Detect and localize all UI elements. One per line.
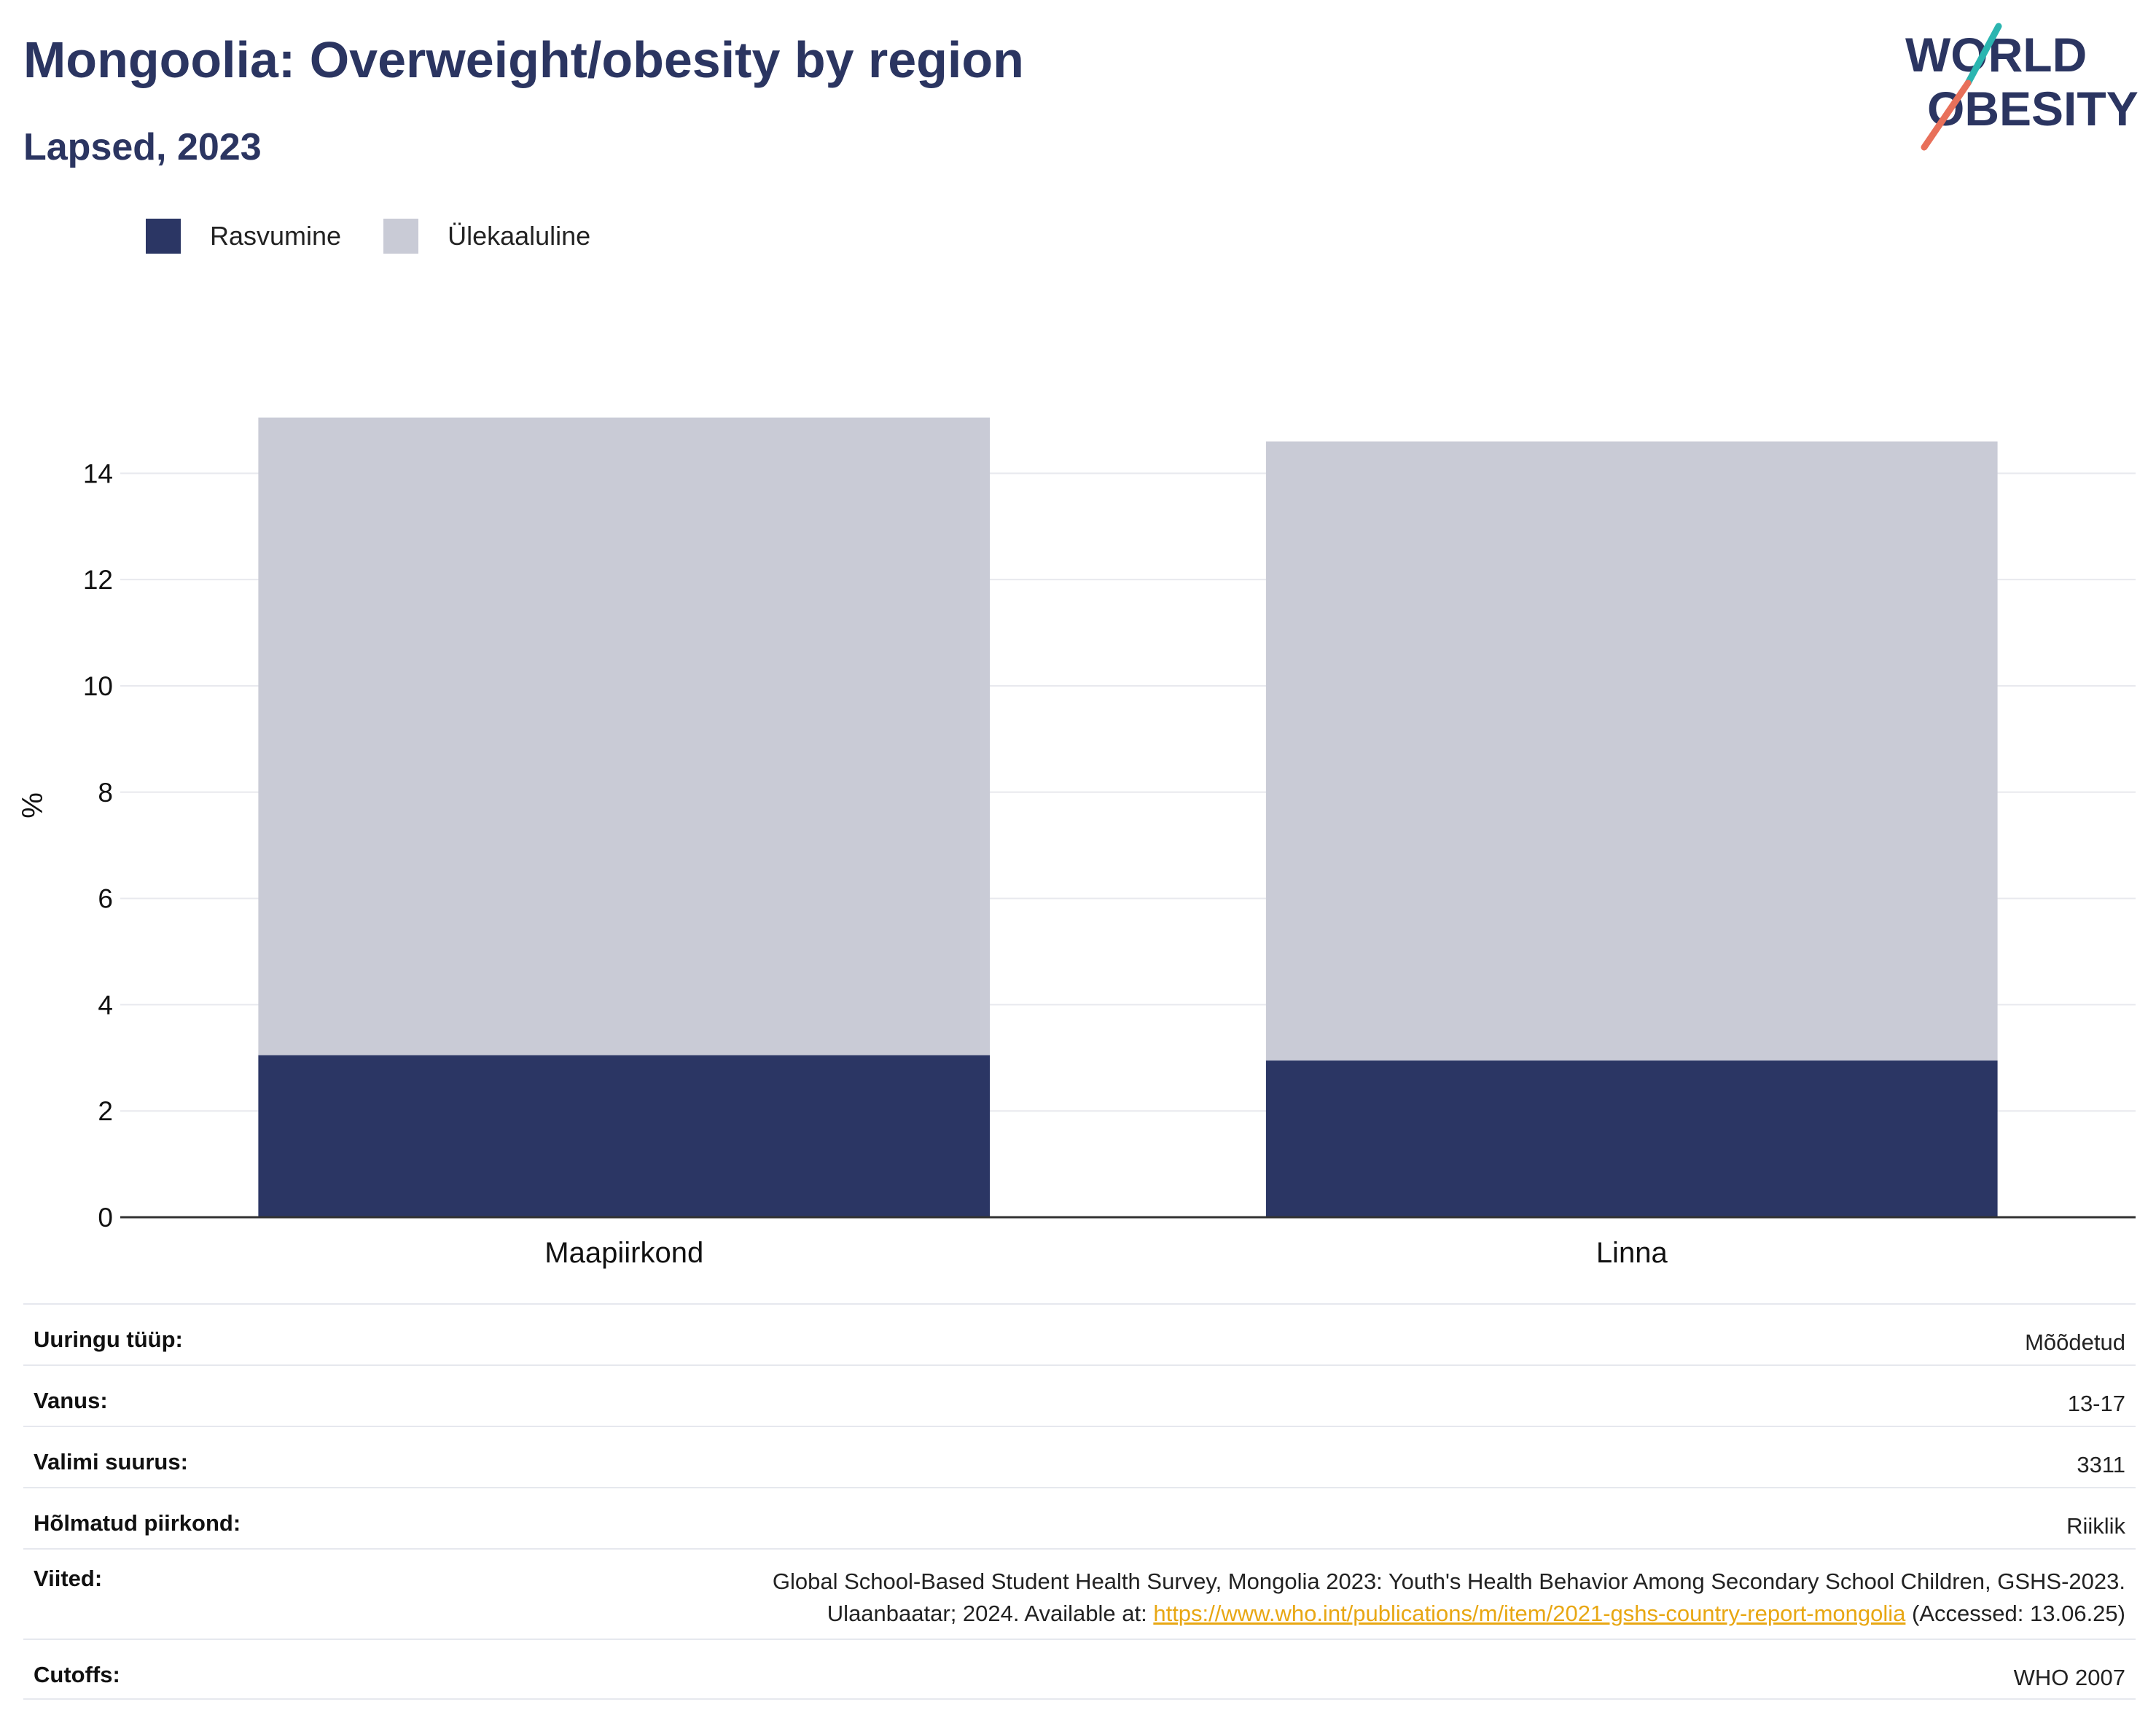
bars bbox=[258, 417, 1998, 1217]
table-row-sample-size: Valimi suurus: 3311 bbox=[23, 1426, 2136, 1487]
reference-link[interactable]: https://www.who.int/publications/m/item/… bbox=[1153, 1601, 1906, 1626]
bar-overweight-0 bbox=[258, 417, 991, 1055]
y-tick-label: 12 bbox=[83, 565, 113, 595]
legend-swatch-obesity bbox=[146, 219, 181, 254]
page-subtitle: Lapsed, 2023 bbox=[23, 126, 262, 168]
row-label: Cutoffs: bbox=[34, 1662, 120, 1687]
legend-item-overweight[interactable]: Ülekaaluline bbox=[383, 219, 590, 254]
table-row-age: Vanus: 13-17 bbox=[23, 1364, 2136, 1426]
references-line-1: Global School-Based Student Health Surve… bbox=[772, 1569, 2125, 1594]
y-tick-label: 10 bbox=[83, 671, 113, 701]
world-obesity-logo: WORLD OBESITY bbox=[1905, 23, 2139, 151]
bar-overweight-1 bbox=[1265, 441, 1998, 1061]
y-tick-labels: 0 2 4 6 8 10 12 14 bbox=[83, 458, 113, 1233]
row-value: 3311 bbox=[2077, 1452, 2125, 1477]
table-row-cutoffs: Cutoffs: WHO 2007 bbox=[23, 1639, 2136, 1700]
x-tick-labels: Maapiirkond Linna bbox=[544, 1237, 1668, 1269]
row-label: Hõlmatud piirkond: bbox=[34, 1510, 241, 1536]
table-row-survey-type: Uuringu tüüp: Mõõdetud bbox=[23, 1303, 2136, 1364]
y-axis-label: % bbox=[17, 792, 49, 819]
row-value: 13-17 bbox=[2067, 1391, 2125, 1416]
row-label: Vanus: bbox=[34, 1388, 108, 1413]
info-table: Uuringu tüüp: Mõõdetud Vanus: 13-17 Vali… bbox=[23, 1303, 2136, 1700]
legend-item-obesity[interactable]: Rasvumine bbox=[146, 219, 341, 254]
bar-obesity-0 bbox=[258, 1055, 991, 1217]
row-label: Valimi suurus: bbox=[34, 1449, 188, 1475]
legend-swatch-overweight bbox=[383, 219, 419, 254]
y-tick-label: 8 bbox=[98, 778, 113, 808]
legend-label-obesity: Rasvumine bbox=[210, 221, 342, 251]
logo-slash-coral bbox=[1921, 79, 1972, 151]
table-row-area-covered: Hõlmatud piirkond: Riiklik bbox=[23, 1487, 2136, 1548]
y-tick-label: 14 bbox=[83, 458, 113, 488]
logo-slash-teal bbox=[1964, 23, 2002, 87]
references-line-2-suffix: (Accessed: 13.06.25) bbox=[1912, 1601, 2125, 1626]
row-value: WHO 2007 bbox=[2013, 1665, 2125, 1690]
x-tick-label: Maapiirkond bbox=[544, 1237, 703, 1269]
references-text: Global School-Based Student Health Surve… bbox=[773, 1566, 2125, 1630]
row-value: Mõõdetud bbox=[2025, 1329, 2125, 1355]
y-tick-label: 6 bbox=[98, 884, 113, 914]
y-tick-label: 2 bbox=[98, 1096, 113, 1126]
row-label: Viited: bbox=[34, 1566, 103, 1591]
page-title: Mongoolia: Overweight/obesity by region bbox=[23, 31, 1024, 88]
row-label: Uuringu tüüp: bbox=[34, 1327, 183, 1352]
stacked-bar-chart: 0 2 4 6 8 10 12 14 Maapiirkond Linna % bbox=[17, 417, 2136, 1269]
x-tick-label: Linna bbox=[1596, 1237, 1668, 1269]
references-line-2-prefix: Ulaanbaatar; 2024. Available at: bbox=[827, 1601, 1147, 1626]
chart-legend: Rasvumine Ülekaaluline bbox=[146, 216, 633, 257]
legend-label-overweight: Ülekaaluline bbox=[448, 221, 591, 251]
table-row-references: Viited: Global School-Based Student Heal… bbox=[23, 1548, 2136, 1639]
y-tick-label: 0 bbox=[98, 1203, 113, 1233]
row-value: Riiklik bbox=[2066, 1513, 2125, 1539]
y-tick-label: 4 bbox=[98, 990, 113, 1020]
bar-obesity-1 bbox=[1265, 1060, 1998, 1217]
